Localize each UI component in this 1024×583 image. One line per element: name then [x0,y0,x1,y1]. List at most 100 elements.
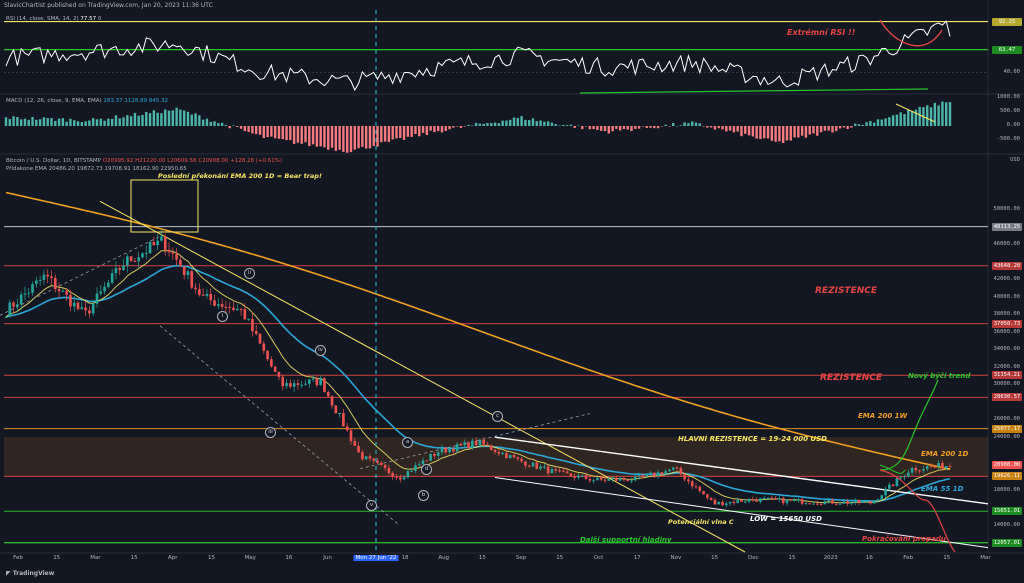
candle-body [129,256,133,262]
candle-body [573,476,576,478]
macd-histogram-bar [236,126,239,127]
macd-histogram-bar [664,124,667,126]
x-axis-label: Feb [903,555,913,561]
x-axis-label: Jun [323,555,332,561]
candle-body [254,331,258,334]
bear-trap-box [130,179,199,233]
x-axis-label: 15 [556,555,564,561]
candle-body [156,240,159,246]
macd-histogram-bar [816,126,819,136]
candle-body [175,253,178,260]
candle-body [622,478,626,480]
macd-histogram-bar [444,126,447,131]
macd-histogram-bar [486,123,489,126]
candle-body [702,490,705,495]
candle-body [816,503,819,505]
candle-body [266,350,269,360]
candle-body [12,302,15,307]
macd-histogram-bar [88,120,91,126]
macd-histogram-bar [73,120,76,126]
macd-histogram-bar [831,126,834,133]
price-axis-label: 42000.00 [993,276,1021,283]
candle-body [565,471,569,474]
macd-histogram-bar [205,118,209,126]
macd-histogram-bar [133,112,137,126]
price-axis-tag: 12057.01 [992,538,1022,547]
macd-histogram-bar [270,126,273,137]
candle-body [315,378,319,386]
candle-body [876,499,880,501]
macd-histogram-bar [186,111,190,126]
price-axis-tag: 48113.25 [992,222,1022,231]
macd-histogram-bar [467,124,470,126]
candle-body [107,282,110,287]
candle-body [258,333,262,344]
macd-histogram-bar [569,124,573,126]
macd-histogram-bar [239,126,243,129]
price-legend-text: Bitcoin / U.S. Dollar, 1D, BITSTAMP [6,158,101,164]
macd-histogram-bar [327,126,330,150]
candle-body [31,284,34,293]
candle-body [84,307,87,311]
macd-histogram-bar [618,126,622,131]
x-axis-label: 15 [208,555,215,561]
candle-body [800,499,804,504]
macd-histogram-bar [766,126,770,139]
candle-body [637,475,641,477]
macd-histogram-bar [406,126,410,137]
candle-body [471,440,474,448]
macd-histogram-bar [118,118,121,126]
candle-body [558,470,561,472]
macd-histogram-bar [592,126,595,130]
candle-body [398,477,402,480]
candle-body [543,466,546,468]
x-axis-label: Mar [980,555,991,561]
macd-histogram-bar [713,126,717,130]
candle-body [414,465,417,471]
candle-body [144,253,148,255]
macd-histogram-bar [114,115,118,126]
macd-histogram-bar [338,126,341,150]
candle-body [338,412,341,414]
macd-histogram-bar [721,126,724,130]
candle-body [76,302,80,310]
macd-histogram-bar [152,110,156,126]
macd-histogram-bar [42,117,46,126]
macd-histogram-bar [213,121,216,126]
candle-body [368,456,372,459]
macd-histogram-bar [16,117,19,126]
candle-body [584,475,588,479]
candle-body [846,501,849,504]
macd-histogram-bar [448,126,451,130]
macd-histogram-bar [304,126,307,143]
candle-body [649,472,652,474]
macd-histogram-bar [266,126,269,138]
macd-histogram-bar [54,120,57,126]
candle-body [728,501,732,504]
macd-histogram-bar [929,107,933,126]
candle-body [497,451,501,454]
rsi-trend-arrow [579,88,929,94]
macd-histogram-bar [800,126,804,136]
candle-body [463,442,467,446]
macd-histogram-bar [160,113,163,126]
candle-body [478,439,482,446]
macd-histogram-bar [872,122,876,126]
macd-histogram-bar [330,126,334,148]
macd-histogram-bar [804,126,808,138]
candle-body [687,479,690,482]
candle-body [599,477,603,480]
price-legend-ohlc: O20995.92 H21220.00 L20609.58 C20908.00 … [102,158,283,164]
macd-histogram-bar [103,120,106,126]
candle-body [319,378,322,386]
macd-histogram-bar [493,122,497,126]
macd-histogram-bar [217,123,220,126]
candle-body [171,252,175,254]
rsi-line [5,20,951,92]
macd-histogram-bar [785,126,789,141]
tradingview-logo[interactable]: ◤ TradingView [6,570,54,577]
macd-histogram-bar [19,119,23,126]
macd-histogram-bar [895,114,899,126]
